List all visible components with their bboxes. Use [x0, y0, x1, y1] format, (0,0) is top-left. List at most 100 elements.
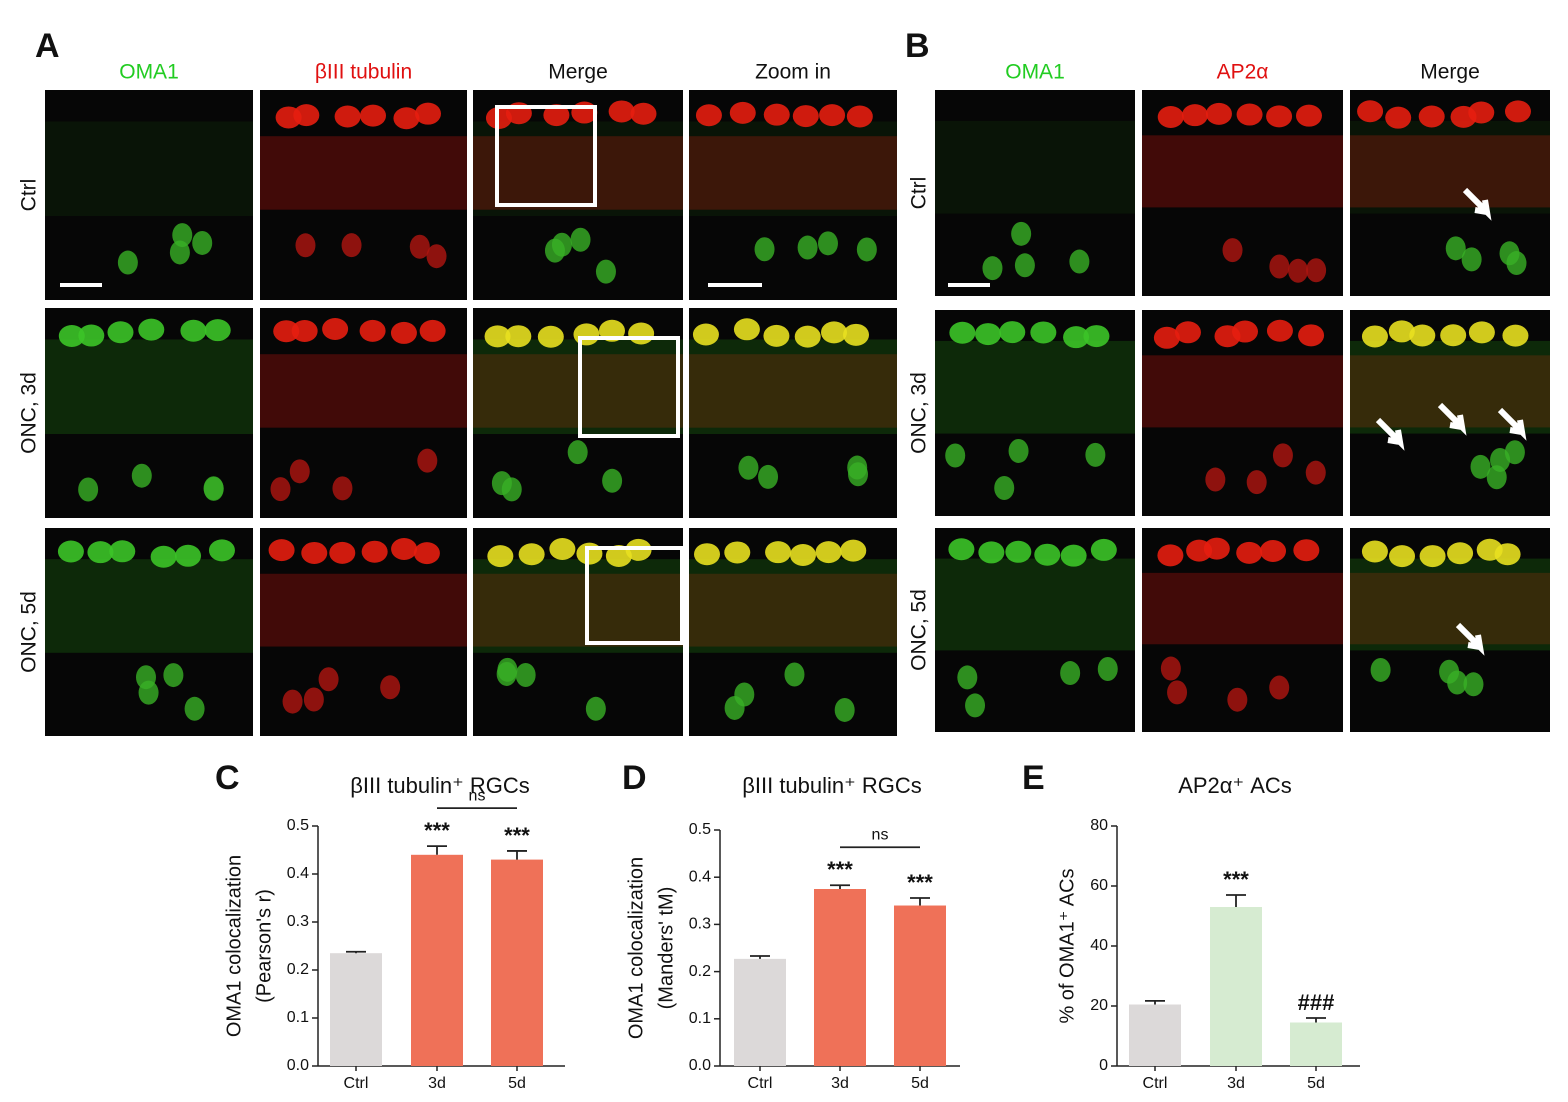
cell: [1005, 540, 1032, 563]
zoom-box: [585, 546, 684, 645]
cell: [203, 476, 224, 501]
cell: [1269, 675, 1290, 700]
y-tick-label: 0.1: [287, 1009, 309, 1026]
cell: [1097, 657, 1118, 682]
cell: [1298, 324, 1325, 347]
cell: [78, 477, 99, 502]
zoom-box: [495, 105, 597, 207]
significance-label: ***: [424, 818, 450, 843]
cell: [815, 541, 842, 564]
cell: [1014, 253, 1035, 278]
cell: [1468, 321, 1495, 344]
micrograph: [1142, 528, 1343, 732]
y-tick-label: 0.2: [689, 963, 711, 980]
cell: [318, 667, 339, 692]
cell: [268, 539, 295, 562]
x-tick-label: 3d: [428, 1075, 446, 1092]
cell: [273, 320, 300, 343]
cell: [693, 543, 720, 566]
cell: [1034, 543, 1061, 566]
y-axis-label: (Pearson's r): [253, 889, 275, 1003]
micrograph: [1350, 528, 1550, 732]
cell: [289, 459, 310, 484]
cell: [608, 100, 635, 123]
cell: [180, 319, 207, 342]
cell: [1409, 324, 1436, 347]
cell: [754, 237, 775, 262]
arrow: [1375, 417, 1405, 451]
texture: [45, 339, 253, 434]
cell: [994, 476, 1015, 501]
cell: [270, 477, 291, 502]
error-bar: [346, 950, 366, 954]
micrograph: [45, 90, 253, 300]
cell: [1385, 106, 1412, 129]
cell: [570, 227, 591, 252]
cell: [1370, 657, 1391, 682]
cell: [999, 321, 1026, 344]
cell: [543, 104, 570, 127]
cell: [544, 238, 565, 263]
cell: [1266, 319, 1293, 342]
cell: [630, 102, 657, 125]
cell: [821, 321, 848, 344]
cell: [1222, 238, 1243, 263]
cell: [1269, 254, 1290, 279]
texture: [1142, 135, 1343, 208]
texture: [260, 354, 467, 428]
micrograph: [1142, 90, 1343, 296]
cell: [334, 105, 361, 128]
cell: [733, 318, 760, 341]
cell: [204, 319, 231, 342]
significance-label: ***: [827, 857, 853, 882]
bar: [1129, 1004, 1181, 1066]
error-bar: [1226, 894, 1246, 907]
bracket-label: ns: [872, 826, 889, 843]
texture: [473, 559, 683, 653]
arrow: [1462, 187, 1492, 221]
micrograph: [45, 528, 253, 736]
cell: [78, 324, 105, 347]
cell: [957, 665, 978, 690]
cell: [1293, 539, 1320, 562]
bar: [734, 958, 786, 1066]
micrograph-bg: [260, 308, 467, 518]
column-label: OMA1: [119, 61, 179, 84]
cell: [794, 325, 821, 348]
cell: [1486, 465, 1507, 490]
cell: [107, 321, 134, 344]
cell: [1461, 247, 1482, 272]
cell: [341, 233, 362, 258]
error-bar: [1145, 1000, 1165, 1005]
significance-label: ***: [504, 823, 530, 848]
cell: [797, 235, 818, 260]
x-tick-label: 5d: [1307, 1075, 1325, 1092]
cell: [487, 545, 514, 568]
y-axis-label: (Manders' tM): [655, 887, 677, 1010]
cell: [426, 244, 447, 269]
cell: [391, 538, 418, 561]
column-label: βIII tubulin: [315, 61, 412, 84]
texture: [1350, 135, 1550, 208]
column-label: OMA1: [1005, 61, 1065, 84]
chart-title: AP2α⁺ ACs: [1178, 773, 1292, 798]
cell: [585, 696, 606, 721]
y-tick-label: 40: [1090, 937, 1108, 954]
cell: [1227, 687, 1248, 712]
texture: [689, 121, 897, 216]
cell: [1205, 467, 1226, 492]
cell: [291, 319, 318, 342]
cell: [1504, 100, 1531, 123]
cell: [628, 322, 655, 345]
micrograph: [935, 90, 1135, 296]
cell: [497, 657, 518, 682]
y-axis-label: OMA1 colocalization: [625, 857, 647, 1039]
cell: [301, 541, 328, 564]
cell: [724, 541, 751, 564]
cell: [843, 323, 870, 346]
texture: [1350, 572, 1550, 645]
cell: [1388, 320, 1415, 343]
cell: [131, 463, 152, 488]
x-tick-label: 3d: [1227, 1075, 1245, 1092]
micrograph: [1142, 310, 1343, 516]
